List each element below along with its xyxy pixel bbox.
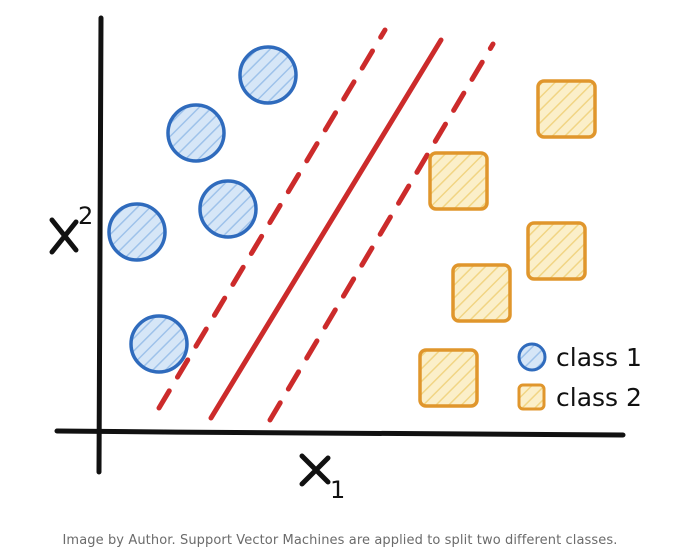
x-axis <box>54 428 626 438</box>
class1-point <box>198 179 258 239</box>
legend-class1-icon <box>517 342 547 372</box>
margin-upper <box>156 27 388 411</box>
class2-point <box>451 263 512 323</box>
decision-boundary <box>208 37 444 421</box>
class1-point <box>129 314 189 374</box>
legend-class2-icon <box>517 383 546 411</box>
class1-points <box>107 45 298 374</box>
class1-point <box>107 202 167 262</box>
class1-point <box>238 45 298 105</box>
legend-class1-label: class 1 <box>556 343 642 372</box>
legend-class2-label: class 2 <box>556 383 642 412</box>
y-axis <box>96 15 104 475</box>
legend: class 1 class 2 <box>517 342 642 412</box>
y-axis-label: 2 <box>49 202 93 255</box>
class2-point <box>526 221 587 281</box>
y-axis-subscript: 2 <box>78 202 93 230</box>
class2-point <box>418 348 479 408</box>
x-axis-label: 1 <box>299 453 345 504</box>
figure-caption: Image by Author. Support Vector Machines… <box>62 533 618 548</box>
class1-point <box>166 103 226 163</box>
x-axis-subscript: 1 <box>330 476 345 504</box>
margin-lower <box>267 41 496 423</box>
class2-point <box>428 151 489 211</box>
class2-point <box>536 79 597 139</box>
class2-points <box>418 79 597 408</box>
svm-diagram: 2 1 class 1 class 2 <box>49 15 642 504</box>
